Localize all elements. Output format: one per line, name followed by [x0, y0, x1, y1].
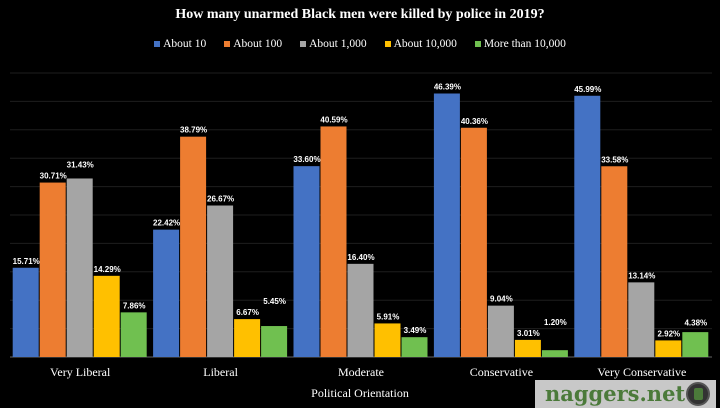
data-label: 3.49% — [404, 326, 427, 335]
x-tick-label: Moderate — [338, 365, 384, 379]
watermark: naggers.net — [535, 380, 716, 408]
data-label: 33.58% — [601, 155, 628, 164]
x-tick-label: Liberal — [203, 365, 238, 379]
bar — [153, 229, 180, 357]
legend-swatch — [154, 41, 161, 47]
data-label: 33.60% — [293, 155, 320, 164]
bar — [180, 136, 207, 357]
legend-item: About 100 — [224, 38, 282, 50]
data-label: 5.91% — [377, 312, 400, 321]
bar — [12, 267, 39, 357]
bar — [293, 166, 320, 357]
data-label: 16.40% — [347, 253, 374, 262]
bar — [433, 93, 460, 358]
data-label: 22.42% — [153, 219, 180, 228]
chart-title: How many unarmed Black men were killed b… — [175, 7, 545, 22]
watermark-text: naggers.net — [545, 381, 686, 406]
data-label: 40.59% — [320, 115, 347, 124]
bar — [601, 166, 628, 357]
legend: About 10 About 100 About 1,000 About 10,000… — [0, 38, 720, 50]
legend-swatch — [224, 41, 231, 47]
bar — [487, 305, 514, 357]
bar — [93, 275, 120, 357]
data-label: 26.67% — [207, 195, 234, 204]
bar — [574, 95, 601, 358]
x-tick-label: Very Conservative — [597, 365, 686, 379]
bar — [261, 326, 288, 357]
bar — [655, 340, 682, 357]
x-tick-label: Very Liberal — [50, 365, 111, 379]
bar — [39, 182, 66, 357]
legend-swatch — [474, 41, 481, 47]
bar — [207, 205, 234, 357]
data-label: 15.71% — [13, 257, 40, 266]
data-label: 31.43% — [67, 161, 94, 170]
bar — [628, 282, 655, 357]
bar — [401, 337, 428, 357]
bar — [120, 312, 147, 357]
legend-label: About 100 — [233, 38, 283, 50]
bar — [460, 127, 487, 357]
x-tick-label: Conservative — [470, 365, 533, 379]
data-label: 3.01% — [517, 329, 540, 338]
data-label: 6.67% — [236, 308, 259, 317]
watermark-logo-icon — [686, 382, 710, 406]
bar — [66, 178, 93, 357]
bar — [347, 263, 374, 357]
legend-swatch — [300, 41, 307, 47]
legend-label: About 10 — [163, 38, 207, 50]
data-label: 1.20% — [544, 318, 567, 327]
legend-item: More than 10,000 — [474, 38, 566, 50]
legend-swatch — [384, 41, 391, 47]
bar — [514, 339, 541, 357]
bar — [541, 350, 568, 357]
bar — [320, 126, 347, 358]
x-axis-label: Political Orientation — [311, 386, 409, 400]
data-label: 13.14% — [628, 271, 655, 280]
bar — [682, 332, 709, 357]
legend-label: About 10,000 — [393, 38, 457, 50]
bar — [234, 319, 261, 357]
data-label: 14.29% — [94, 265, 121, 274]
data-label: 4.38% — [684, 318, 707, 327]
data-label: 46.39% — [434, 83, 461, 92]
data-label: 9.04% — [490, 295, 513, 304]
data-label: 40.36% — [461, 117, 488, 126]
data-label: 2.92% — [657, 329, 680, 338]
legend-item: About 10 — [154, 38, 206, 50]
legend-label: About 1,000 — [309, 38, 367, 50]
legend-item: About 10,000 — [384, 38, 457, 50]
legend-label: More than 10,000 — [483, 38, 566, 50]
data-label: 5.45% — [263, 297, 286, 306]
data-label: 45.99% — [574, 85, 601, 94]
data-label: 30.71% — [40, 172, 67, 181]
legend-item: About 1,000 — [300, 38, 367, 50]
data-label: 38.79% — [180, 126, 207, 135]
bar — [374, 323, 401, 357]
data-label: 7.86% — [123, 301, 146, 310]
